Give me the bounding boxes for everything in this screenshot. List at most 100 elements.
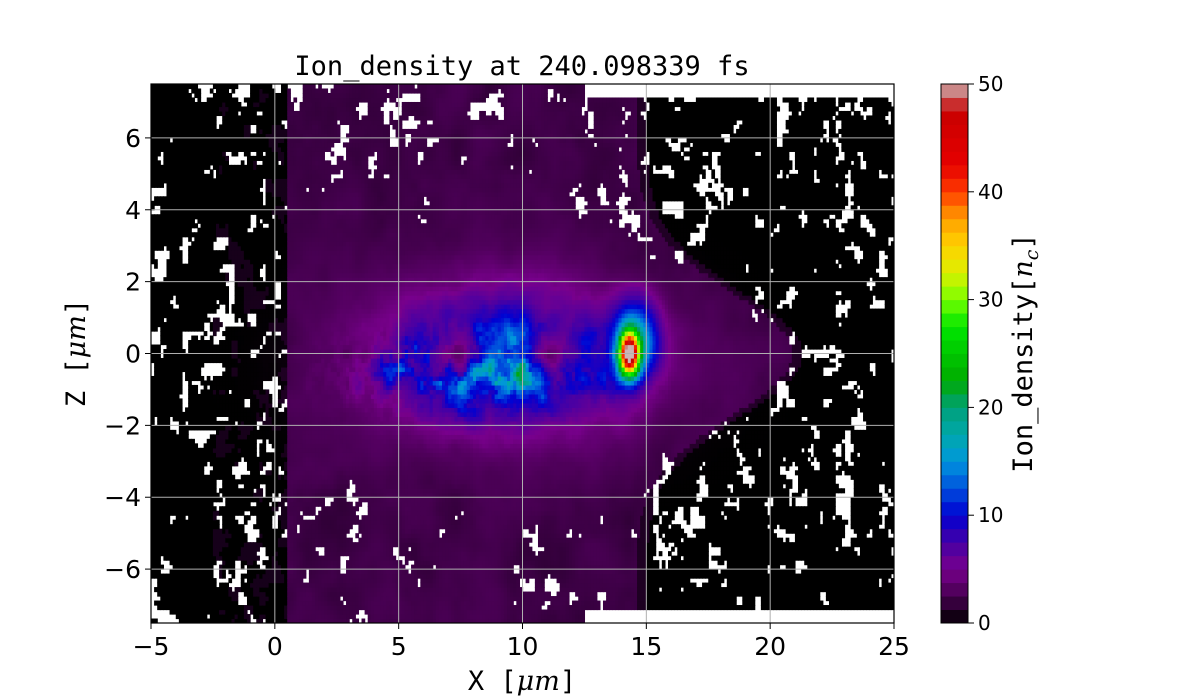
density-cell — [154, 101, 158, 108]
density-cell — [178, 434, 183, 440]
density-cell — [231, 128, 236, 135]
density-cell — [246, 578, 251, 584]
density-cell — [256, 353, 260, 359]
density-cell — [169, 308, 174, 314]
density-cell — [206, 340, 211, 346]
density-cell — [185, 160, 189, 166]
density-cell — [178, 389, 183, 395]
density-cell — [243, 232, 248, 238]
density-cell — [154, 393, 158, 400]
density-cell — [246, 169, 251, 175]
density-cell — [240, 573, 245, 579]
density-cell — [169, 483, 174, 489]
density-cell — [206, 155, 211, 161]
density-cell — [191, 528, 195, 534]
density-cell — [216, 591, 220, 597]
density-cell — [243, 119, 248, 126]
density-cell — [253, 155, 257, 161]
density-cell — [163, 178, 168, 184]
density-cell — [219, 447, 223, 453]
density-cell — [191, 492, 195, 498]
density-cell — [225, 259, 229, 265]
density-cell — [250, 447, 254, 453]
density-cell — [228, 447, 233, 453]
density-cell — [209, 209, 214, 215]
density-cell — [216, 528, 220, 534]
density-cell — [175, 555, 180, 561]
density-cell — [253, 133, 257, 139]
density-cell — [169, 263, 174, 269]
density-cell — [203, 331, 208, 337]
density-cell — [237, 492, 242, 498]
density-cell — [209, 137, 214, 143]
density-cell — [225, 533, 229, 539]
density-cell — [151, 106, 155, 112]
density-cell — [246, 371, 251, 377]
density-cell — [172, 483, 177, 489]
density-cell — [188, 227, 192, 233]
density-cell — [191, 241, 195, 247]
density-cell — [206, 277, 211, 283]
density-cell — [237, 533, 242, 539]
density-cell — [203, 411, 208, 417]
density-cell — [172, 340, 177, 346]
density-cell — [197, 340, 202, 346]
density-cell — [250, 272, 254, 278]
density-cell — [154, 546, 158, 552]
density-cell — [243, 110, 248, 117]
density-cell — [243, 200, 248, 206]
density-cell — [228, 429, 233, 435]
density-cell — [203, 357, 208, 364]
density-cell — [188, 299, 192, 305]
density-cell — [206, 196, 211, 202]
density-cell — [200, 515, 205, 521]
density-cell — [243, 483, 248, 489]
density-cell — [175, 609, 180, 615]
density-cell — [228, 142, 233, 148]
density-cell — [194, 542, 199, 548]
density-cell — [209, 250, 214, 256]
density-cell — [253, 614, 257, 620]
density-cell — [172, 542, 177, 548]
density-cell — [157, 483, 161, 489]
density-cell — [157, 218, 161, 224]
density-cell — [154, 551, 158, 557]
density-cell — [212, 115, 217, 121]
density-cell — [160, 357, 164, 364]
density-cell — [253, 295, 257, 301]
density-cell — [259, 196, 264, 202]
density-cell — [228, 497, 233, 503]
density-cell — [216, 600, 220, 606]
density-cell — [209, 389, 214, 395]
density-cell — [166, 434, 171, 440]
density-cell — [194, 519, 199, 525]
density-cell — [188, 178, 192, 184]
density-cell — [185, 304, 189, 310]
density-cell — [203, 214, 208, 220]
density-cell — [160, 164, 164, 170]
density-cell — [206, 232, 211, 238]
density-cell — [212, 326, 217, 332]
density-cell — [234, 443, 239, 449]
density-cell — [178, 429, 183, 435]
density-cell — [250, 542, 254, 548]
density-cell — [216, 97, 220, 103]
density-cell — [219, 146, 223, 152]
density-cell — [256, 128, 260, 135]
density-cell — [222, 146, 226, 152]
density-cell — [151, 501, 155, 507]
density-cell — [178, 92, 183, 99]
density-cell — [181, 281, 186, 287]
density-cell — [178, 160, 183, 166]
density-cell — [222, 106, 226, 112]
density-cell — [175, 119, 180, 126]
density-cell — [259, 286, 264, 292]
density-cell — [240, 425, 245, 431]
density-cell — [243, 250, 248, 256]
density-cell — [200, 452, 205, 458]
density-cell — [209, 614, 214, 620]
density-cell — [237, 241, 242, 247]
density-cell — [172, 519, 177, 525]
density-cell — [163, 443, 168, 449]
density-cell — [209, 286, 214, 292]
